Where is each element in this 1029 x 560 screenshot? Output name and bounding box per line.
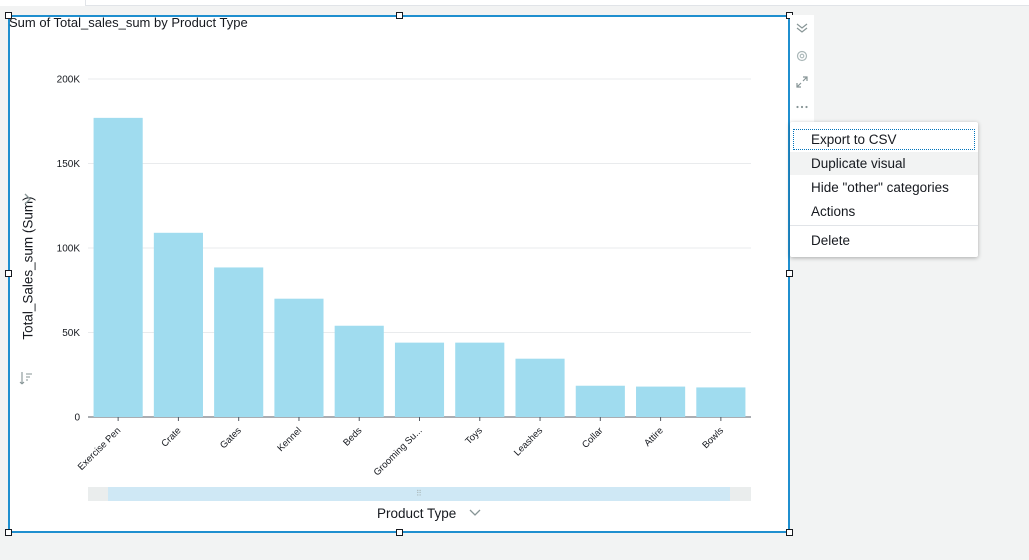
- menu-item-delete[interactable]: Delete: [811, 233, 851, 248]
- y-tick-label: 200K: [57, 75, 81, 86]
- menu-item-export-csv[interactable]: Export to CSV: [792, 128, 976, 151]
- top-bar-tab: [0, 0, 86, 6]
- x-tick-label: Exercise Pen: [76, 425, 123, 472]
- x-tick-label: Collar: [580, 425, 605, 450]
- menu-item-duplicate-visual[interactable]: Duplicate visual: [790, 152, 978, 175]
- resize-handle-top-left[interactable]: [5, 12, 12, 19]
- x-tick-label: Gates: [218, 425, 244, 451]
- x-tick-label: Beds: [341, 425, 364, 448]
- y-tick-label: 100K: [57, 244, 81, 255]
- menu-item-hide-other-categories[interactable]: Hide "other" categories: [811, 180, 949, 195]
- visual-title: Sum of Total_sales_sum by Product Type: [9, 15, 248, 30]
- bar-kennel[interactable]: [274, 298, 324, 417]
- y-axis-label[interactable]: Total_Sales_sum (Sum): [20, 196, 36, 340]
- y-tick-label: 0: [74, 413, 80, 424]
- visual-toolbar: [790, 15, 814, 125]
- x-tick-label: Leashes: [512, 425, 545, 458]
- resize-handle-top-center[interactable]: [396, 12, 403, 19]
- bar-exercise-pen[interactable]: [93, 117, 143, 418]
- expand-arrows-icon[interactable]: [794, 74, 810, 90]
- x-tick-labels: Exercise Pen Crate Gates Kennel Beds Grooming…: [76, 425, 726, 478]
- x-tick-label: Toys: [463, 425, 485, 447]
- resize-handle-bottom-center[interactable]: [396, 529, 403, 536]
- bar-attire[interactable]: [636, 386, 686, 417]
- resize-handle-middle-right[interactable]: [786, 270, 793, 277]
- resize-handle-bottom-left[interactable]: [5, 529, 12, 536]
- resize-handle-bottom-right[interactable]: [786, 529, 793, 536]
- drag-grip-icon[interactable]: ⠿: [416, 489, 422, 498]
- double-chevron-down-icon[interactable]: [794, 20, 810, 36]
- sort-icon[interactable]: [18, 370, 34, 386]
- menu-item-actions[interactable]: Actions: [811, 204, 856, 219]
- x-tick-label: Attire: [642, 425, 665, 448]
- scrollbar-thumb[interactable]: [108, 487, 730, 501]
- bar-gates[interactable]: [214, 267, 264, 417]
- bars: [93, 117, 746, 418]
- bar-leashes[interactable]: [515, 358, 565, 417]
- visual-context-menu: Export to CSV Duplicate visual Hide "oth…: [790, 122, 978, 257]
- y-tick-label: 50K: [62, 328, 80, 339]
- bar-beds[interactable]: [334, 325, 384, 417]
- menu-divider: [790, 225, 978, 226]
- top-bar: [0, 0, 1029, 6]
- ellipsis-icon[interactable]: [794, 99, 810, 115]
- bar-toys[interactable]: [455, 342, 505, 417]
- x-tick-label: Bowls: [700, 425, 726, 451]
- x-axis-label[interactable]: Product Type: [377, 506, 457, 521]
- x-tick-label: Crate: [159, 425, 183, 449]
- chevron-down-icon[interactable]: [467, 505, 483, 521]
- x-tick-label: Kennel: [275, 425, 304, 454]
- gear-icon[interactable]: [794, 48, 810, 64]
- x-tick-label: Grooming Su...: [372, 425, 425, 478]
- y-tick-label: 150K: [57, 159, 81, 170]
- bar-collar[interactable]: [575, 385, 625, 417]
- resize-handle-middle-left[interactable]: [5, 270, 12, 277]
- bar-grooming-su[interactable]: [394, 342, 445, 417]
- bar-crate[interactable]: [153, 232, 203, 417]
- y-tick-labels: 0 50K 100K 150K 200K: [57, 75, 81, 424]
- chevron-right-icon[interactable]: [20, 191, 36, 207]
- bar-bowls[interactable]: [696, 387, 746, 417]
